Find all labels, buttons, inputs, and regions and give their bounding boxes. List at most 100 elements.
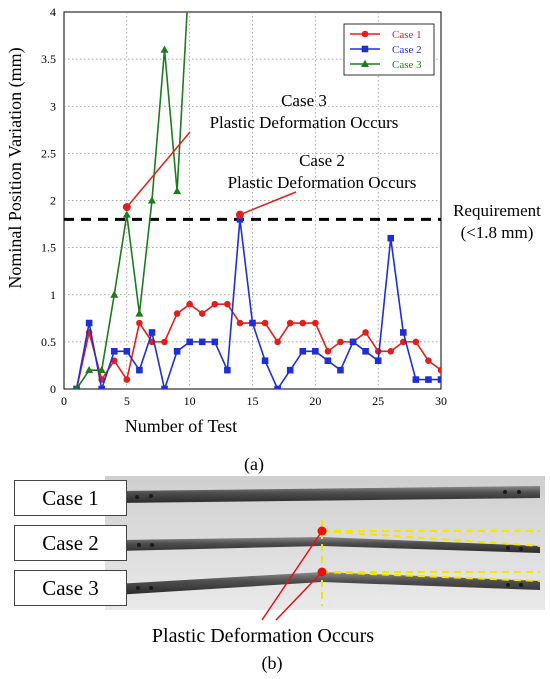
data-point <box>110 290 119 298</box>
data-point <box>425 357 432 365</box>
y-tick-label: 0.5 <box>41 335 56 349</box>
data-point <box>147 196 156 204</box>
data-point <box>425 376 432 383</box>
specimen-bar-case-1 <box>116 486 540 503</box>
requirement-label-line2: (<1.8 mm) <box>461 223 534 242</box>
annotation-title: Case 3 <box>281 91 327 110</box>
data-point <box>400 329 407 336</box>
data-point <box>136 319 143 327</box>
annotation-title: Case 2 <box>299 151 345 170</box>
data-point <box>286 319 294 327</box>
data-point <box>123 348 131 355</box>
data-point <box>299 319 307 327</box>
data-point <box>324 357 332 365</box>
caption-b: (b) <box>262 653 283 674</box>
y-tick-label: 1 <box>50 288 56 302</box>
data-point <box>186 338 193 346</box>
case-2-label: Case 2 <box>14 525 127 561</box>
data-point <box>123 376 131 383</box>
x-tick-label: 0 <box>61 394 67 408</box>
caption-a: (a) <box>244 454 264 475</box>
legend-label: Case 2 <box>392 44 422 56</box>
data-point <box>261 319 269 327</box>
legend-label: Case 1 <box>392 29 422 41</box>
data-point <box>198 338 206 346</box>
data-point <box>135 309 144 317</box>
data-point <box>161 338 168 346</box>
requirement-label-line1: Requirement <box>453 201 541 220</box>
data-point <box>362 329 369 336</box>
data-point <box>148 329 156 336</box>
y-tick-label: 3 <box>50 99 56 113</box>
data-point <box>299 348 307 355</box>
data-point <box>186 300 193 308</box>
series-line <box>75 12 188 389</box>
annotation-text: Plastic Deformation Occurs <box>210 113 399 132</box>
case-3-label: Case 3 <box>14 570 127 606</box>
case-1-label: Case 1 <box>14 480 127 516</box>
data-point <box>324 348 332 355</box>
y-tick-label: 2.5 <box>41 146 56 160</box>
data-point <box>74 384 79 389</box>
data-point <box>437 366 441 374</box>
legend: Case 1 Case 2 Case 3 <box>343 23 435 76</box>
data-point <box>261 357 269 365</box>
data-point <box>224 300 231 308</box>
data-point <box>122 210 131 218</box>
legend-marker <box>361 30 369 38</box>
legend-label: Case 3 <box>392 59 422 71</box>
data-point <box>224 366 231 374</box>
data-point <box>387 234 395 242</box>
x-tick-label: 30 <box>435 394 447 408</box>
data-point <box>85 319 93 327</box>
data-point <box>374 357 382 365</box>
y-axis: 0 0.5 1 1.5 2 2.5 3 3.5 4 <box>41 5 56 396</box>
data-point <box>85 365 94 374</box>
data-point <box>362 348 369 355</box>
x-axis: 0 5 10 15 20 25 30 <box>61 394 447 408</box>
data-point <box>161 385 168 389</box>
data-point <box>412 376 420 383</box>
annotation-pointer-1 <box>261 530 323 621</box>
line-chart: 0 5 10 15 20 25 30 0 0.5 1 1.5 2 2.5 3 3.5 4 Case 3 Pla… <box>5 5 541 436</box>
data-point <box>110 357 118 365</box>
y-axis-label: Nominal Position Variation (mm) <box>5 47 26 288</box>
y-tick-label: 0 <box>50 382 56 396</box>
data-point <box>236 319 244 327</box>
data-point <box>136 366 143 374</box>
x-tick-label: 5 <box>124 394 130 408</box>
data-point <box>160 45 169 53</box>
data-point <box>110 348 118 355</box>
data-point <box>236 216 244 223</box>
data-point <box>312 319 319 327</box>
data-point <box>274 338 281 346</box>
x-axis-label: Number of Test <box>125 416 237 436</box>
data-point <box>337 366 344 374</box>
data-point <box>211 338 219 346</box>
data-point <box>312 348 319 355</box>
x-tick-label: 10 <box>184 394 196 408</box>
series-case-2 <box>73 216 441 389</box>
data-point <box>211 300 219 308</box>
legend-marker <box>361 45 369 53</box>
series <box>73 12 441 389</box>
legend-marker <box>361 59 369 67</box>
data-point <box>173 348 181 355</box>
x-tick-label: 20 <box>309 394 321 408</box>
annotation-pointer-2 <box>275 571 323 621</box>
y-tick-label: 2 <box>50 194 56 208</box>
x-tick-label: 25 <box>372 394 384 408</box>
photo-annotation: Plastic Deformation Occurs <box>152 625 374 647</box>
data-point <box>249 319 256 327</box>
series-case-3 <box>74 12 188 389</box>
annotation-pointer <box>126 131 191 208</box>
data-point <box>286 366 294 374</box>
data-point <box>173 186 182 195</box>
grid <box>64 12 441 389</box>
data-point <box>349 338 357 346</box>
data-point <box>97 365 106 374</box>
annotation-text: Plastic Deformation Occurs <box>228 173 417 192</box>
specimen-bar-case-3 <box>116 572 540 595</box>
data-point <box>337 338 344 346</box>
